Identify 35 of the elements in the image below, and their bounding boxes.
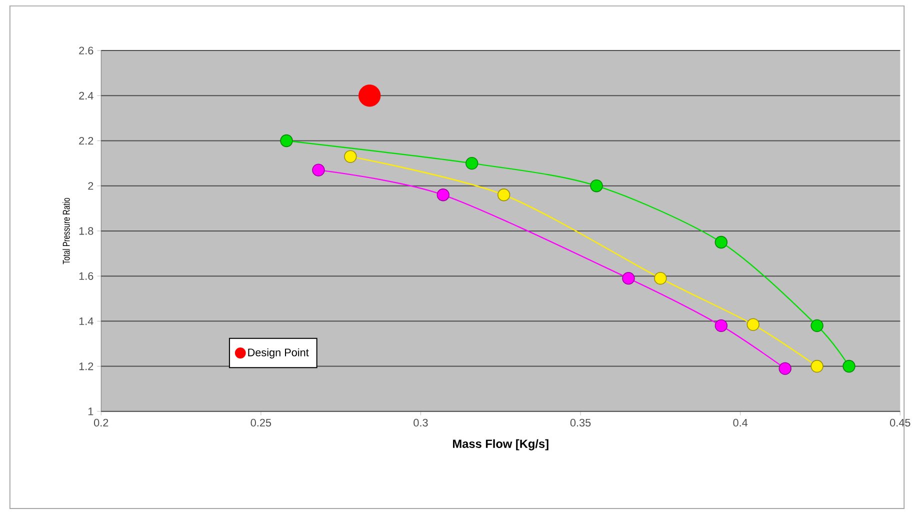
point [622,272,635,284]
x-tick-label: 0.25 [250,418,272,426]
point [344,150,357,163]
point [590,179,603,192]
y-tick-label: 1 [88,407,94,415]
x-tick-label: 0.45 [890,418,910,426]
point [746,318,760,331]
y-tick-label: 1.6 [79,272,94,280]
y-tick-label: 1.8 [79,226,94,235]
point [714,236,728,248]
x-tick-label: 0.4 [733,418,748,426]
point [312,163,325,176]
y-tick-label: 2.4 [79,92,94,100]
point [810,360,824,372]
point [654,272,667,284]
x-tick-label: 0.2 [94,418,108,426]
point [842,360,856,372]
point [778,362,792,375]
x-tick-label: 0.35 [570,418,591,426]
y-tick-label: 2.6 [79,46,94,54]
point [714,319,728,332]
y-tick-label: 1.4 [79,317,94,325]
y-tick-label: 2.2 [79,136,94,144]
point [466,156,478,170]
x-tick-label: 0.3 [414,418,428,426]
y-axis-title: Total Pressure Ratio [62,198,70,264]
legend-label: Design Point [248,348,309,358]
point [497,188,510,201]
point [436,188,450,201]
point [358,84,381,107]
y-tick-label: 1.2 [79,362,94,370]
point [280,134,293,147]
y-tick-label: 2 [88,182,94,190]
x-axis-title: Mass Flow [Kg/s] [453,439,548,450]
point [810,319,824,332]
